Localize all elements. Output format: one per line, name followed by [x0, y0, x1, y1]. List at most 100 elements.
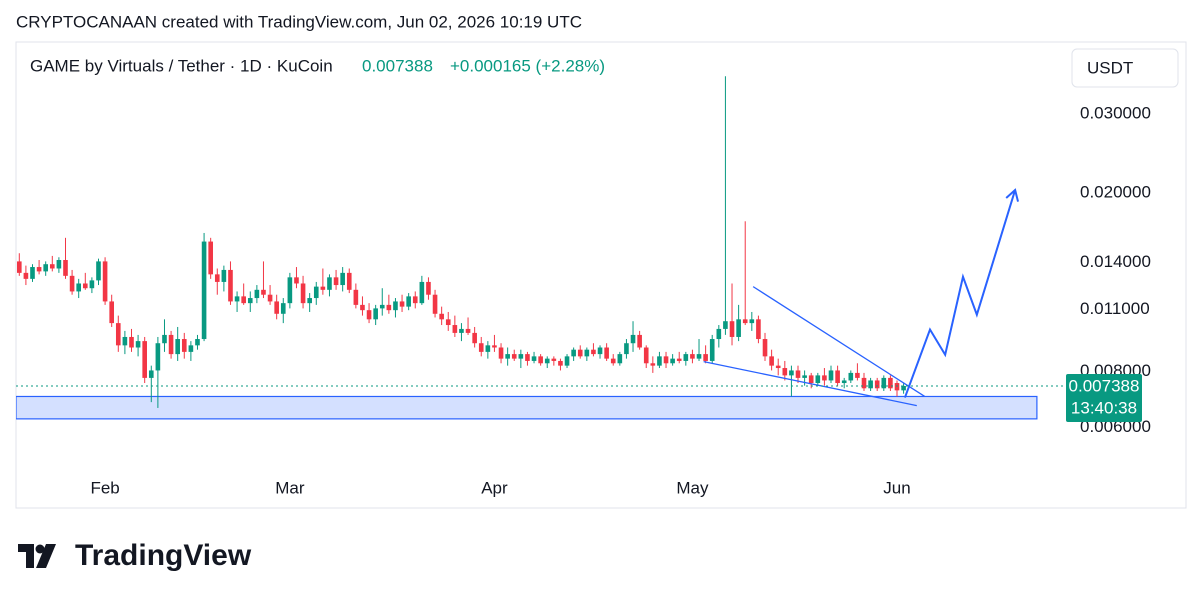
logo-text: TradingView	[75, 539, 252, 572]
candle-body	[676, 358, 682, 361]
candle-body	[703, 354, 708, 361]
candle-body	[181, 339, 187, 352]
candle-body	[577, 349, 583, 357]
candle-body	[426, 281, 431, 295]
candle-body	[558, 360, 563, 366]
candle-body	[379, 304, 385, 309]
candle-body	[69, 275, 75, 292]
last-price-label: 0.007388	[1069, 376, 1140, 395]
candle-body	[795, 370, 801, 378]
candle-body	[340, 272, 345, 286]
candle-body	[23, 272, 29, 279]
logo-dot	[35, 544, 45, 554]
candle-body	[841, 380, 847, 384]
candle-body	[49, 264, 55, 269]
y-tick-label: 0.020000	[1080, 182, 1151, 201]
candle-body	[280, 303, 286, 314]
candle-body	[300, 283, 306, 304]
candle-body	[551, 358, 557, 361]
candle-body	[861, 377, 867, 389]
candle-body	[518, 354, 524, 359]
currency: USDT	[1087, 58, 1133, 77]
candle-body	[313, 286, 319, 299]
candle-body	[663, 356, 669, 364]
candle-body	[874, 380, 880, 389]
currency-button[interactable]	[1071, 48, 1179, 88]
candle-body	[782, 368, 788, 376]
wedge-line	[752, 286, 926, 398]
candle-body	[749, 319, 755, 324]
candle-body	[690, 354, 695, 359]
candle-body	[142, 341, 147, 378]
candle-body	[597, 347, 603, 355]
candle-body	[505, 354, 510, 359]
y-tick-label: 0.014000	[1080, 252, 1151, 271]
candle-body	[723, 321, 728, 329]
candle-body	[241, 296, 246, 304]
candle-body	[327, 277, 332, 290]
candle-body	[274, 301, 279, 314]
logo-mark	[18, 544, 56, 568]
candle-body	[195, 339, 200, 346]
candle-body	[531, 356, 537, 361]
candle-body	[122, 336, 128, 346]
candle-body	[459, 328, 464, 333]
candle-body	[571, 349, 576, 357]
candle-body	[736, 319, 741, 337]
candle-body	[624, 343, 629, 355]
candle-body	[604, 347, 609, 359]
candle-body	[135, 341, 141, 348]
candle-body	[472, 332, 477, 344]
y-tick-label: 0.011000	[1080, 299, 1150, 318]
candle-body	[888, 377, 893, 389]
candle-body	[716, 328, 722, 340]
candle-body	[478, 343, 484, 352]
candle-body	[30, 267, 35, 279]
header-change: +0.000165 (+2.28%)	[450, 56, 605, 75]
candle-body	[188, 345, 194, 352]
candle-body	[657, 356, 662, 366]
candle-body	[544, 358, 550, 364]
candle-body	[406, 296, 411, 307]
candle-body	[36, 267, 42, 272]
candle-body	[366, 310, 372, 320]
chart-frame	[15, 41, 1187, 509]
candle-body	[261, 289, 266, 295]
candle-body	[742, 319, 748, 324]
candle-body	[221, 269, 227, 282]
candle-body	[584, 349, 590, 357]
projection-arrowhead	[1005, 188, 1019, 202]
candle-body	[175, 339, 180, 355]
candle-body	[208, 241, 213, 275]
candle-body	[43, 264, 49, 272]
candle-body	[115, 323, 121, 346]
candle-body	[254, 289, 260, 299]
candle-body	[762, 339, 768, 357]
candle-body	[756, 319, 761, 340]
candle-body	[789, 370, 794, 376]
candle-body	[868, 380, 873, 389]
candle-body	[498, 347, 504, 359]
candle-body	[848, 372, 854, 381]
candle-body	[610, 358, 616, 364]
candle-body	[670, 358, 675, 364]
candle-body	[393, 301, 398, 311]
candle-body	[432, 294, 438, 314]
candle-body	[492, 345, 497, 348]
candle-body	[617, 354, 623, 364]
candle-body	[63, 260, 68, 276]
candle-body	[525, 354, 530, 361]
candle-body	[709, 339, 715, 361]
candle-body	[901, 385, 906, 391]
candle-body	[696, 354, 702, 359]
candle-body	[538, 356, 543, 364]
logo: TradingView	[18, 539, 252, 572]
candle-body	[643, 347, 649, 364]
candle-body	[168, 334, 174, 355]
candle-body	[511, 354, 517, 359]
candle-body	[82, 283, 88, 289]
candle-body	[769, 356, 774, 366]
header-price: 0.007388	[362, 56, 433, 75]
candle-body	[815, 375, 821, 384]
